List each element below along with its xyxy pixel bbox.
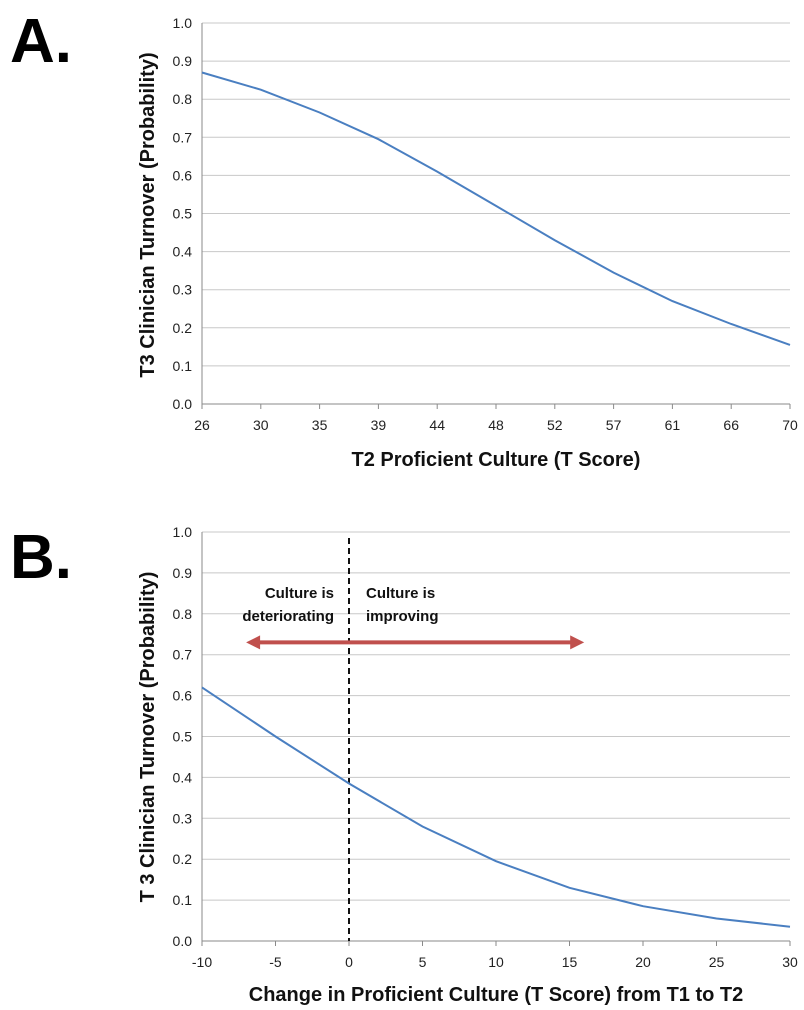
panel-a-y-ticks: 0.0 0.1 0.2 0.3 0.4 0.5 0.6 0.7 0.8 0.9 1.0 — [173, 15, 193, 412]
panel-b-series-line — [201, 686, 791, 928]
panel-b-x-tick-label: 0 — [345, 954, 353, 970]
panel-b-x-ticks: -10 -5 0 5 10 15 20 25 30 — [192, 941, 798, 970]
panel-b-y-tick-label: 0.4 — [173, 769, 193, 785]
panel-b-label: B. — [10, 523, 72, 592]
panel-a-y-tick-label: 0.7 — [173, 129, 193, 145]
panel-a-y-tick-label: 0.2 — [173, 320, 193, 336]
panel-b-x-tick-label: 10 — [488, 954, 504, 970]
panel-b-x-tick-label: 5 — [419, 954, 427, 970]
panel-b-left-annotation-line1: Culture is — [265, 585, 334, 602]
panel-a-y-tick-label: 0.5 — [173, 206, 193, 222]
panel-b-x-tick-label: -10 — [192, 954, 212, 970]
panel-a-y-tick-label: 1.0 — [173, 15, 193, 31]
panel-b-x-tick-label: 25 — [709, 954, 725, 970]
panel-a-y-tick-label: 0.0 — [173, 396, 193, 412]
panel-b-y-tick-label: 0.9 — [173, 565, 193, 581]
panel-a-y-tick-label: 0.4 — [173, 244, 193, 260]
panel-b-double-arrow — [246, 635, 585, 650]
panel-a-x-tick-label: 48 — [488, 417, 504, 433]
panel-a-series-line — [201, 71, 791, 346]
panel-b-left-annotation-line2: deteriorating — [242, 608, 334, 625]
panel-b-y-tick-label: 0.0 — [173, 933, 193, 949]
panel-b-gridlines — [201, 531, 790, 942]
panel-b-y-tick-label: 0.6 — [173, 688, 193, 704]
panel-b-y-axis-title: T 3 Clinician Turnover (Probability) — [137, 572, 159, 903]
panel-a-y-axis-title: T3 Clinician Turnover (Probability) — [137, 52, 159, 377]
panel-b-y-tick-label: 0.7 — [173, 647, 193, 663]
panel-a-x-ticks: 26 30 35 39 44 48 52 57 61 66 70 — [194, 404, 798, 433]
panel-b-x-tick-label: 15 — [562, 954, 578, 970]
panel-a-x-tick-label: 35 — [312, 417, 328, 433]
panel-a-x-tick-label: 66 — [723, 417, 739, 433]
panel-a-y-tick-label: 0.9 — [173, 53, 193, 69]
panel-a-x-tick-label: 57 — [606, 417, 622, 433]
panel-a-x-tick-label: 30 — [253, 417, 269, 433]
panel-b-arrow-head-left — [246, 635, 261, 650]
panel-b-y-ticks: 0.0 0.1 0.2 0.3 0.4 0.5 0.6 0.7 0.8 0.9 1.0 — [173, 524, 193, 949]
panel-b-y-tick-label: 0.5 — [173, 729, 193, 745]
panel-a-y-tick-label: 0.1 — [173, 358, 193, 374]
panel-a-x-tick-label: 26 — [194, 417, 210, 433]
panel-b-x-axis-title: Change in Proficient Culture (T Score) f… — [249, 984, 743, 1006]
panel-b-x-tick-label: -5 — [269, 954, 282, 970]
panel-a-x-axis-title: T2 Proficient Culture (T Score) — [352, 449, 641, 471]
panel-b-x-tick-label: 30 — [782, 954, 798, 970]
panel-a-y-tick-label: 0.6 — [173, 167, 193, 183]
panel-a: A. 0.0 0.1 0.2 0.3 0.4 0.5 0.6 0.7 0.8 0.9 1.0 26 3… — [10, 7, 798, 471]
panel-a-y-tick-label: 0.3 — [173, 282, 193, 298]
panel-b-y-tick-label: 0.8 — [173, 606, 193, 622]
panel-a-x-tick-label: 52 — [547, 417, 563, 433]
panel-a-x-tick-label: 39 — [371, 417, 387, 433]
panel-b: B. 0.0 0.1 0.2 0.3 0.4 0.5 0.6 0.7 0.8 0.9 1.0 -10… — [10, 523, 798, 1006]
panel-b-y-tick-label: 0.1 — [173, 892, 193, 908]
panel-b-y-tick-label: 1.0 — [173, 524, 193, 540]
panel-a-x-tick-label: 61 — [665, 417, 681, 433]
panel-a-x-tick-label: 44 — [429, 417, 445, 433]
panel-a-label: A. — [10, 7, 72, 76]
panel-a-gridlines — [201, 22, 790, 405]
panel-b-right-annotation-line2: improving — [366, 608, 439, 625]
panel-b-y-tick-label: 0.2 — [173, 851, 193, 867]
panel-b-y-tick-label: 0.3 — [173, 810, 193, 826]
panel-b-x-tick-label: 20 — [635, 954, 651, 970]
panel-a-x-tick-label: 70 — [782, 417, 798, 433]
panel-a-y-tick-label: 0.8 — [173, 91, 193, 107]
panel-b-arrow-head-right — [570, 635, 585, 650]
panel-b-right-annotation-line1: Culture is — [366, 585, 435, 602]
